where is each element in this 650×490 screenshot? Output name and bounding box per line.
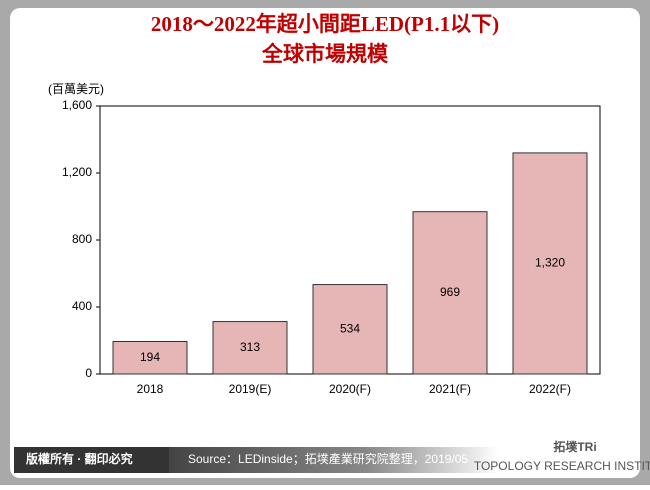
logo-subtitle: TOPOLOGY RESEARCH INSTITUTE [474,459,650,473]
y-tick-label: 800 [72,232,92,246]
x-tick-label: 2018 [137,382,164,396]
bar [312,284,388,375]
value-label: 194 [140,350,160,364]
value-label: 1,320 [535,256,565,270]
source-bar [169,447,499,473]
y-axis-label: (百萬美元) [48,82,104,96]
value-label: 313 [240,340,260,354]
y-tick-label: 400 [72,299,92,313]
bar [112,341,188,375]
bar [512,152,588,375]
bar [412,211,488,375]
y-tick-label: 0 [85,366,92,380]
x-tick-label: 2019(E) [229,382,272,396]
bar [212,321,288,375]
x-tick-label: 2020(F) [329,382,371,396]
x-tick-label: 2021(F) [429,382,471,396]
logo: 拓墣TRi [553,439,596,454]
y-tick-label: 1,200 [62,165,92,179]
chart-title: 2018～2022年超小間距LED(P1.1以下) [151,12,499,36]
copyright-box [14,447,169,473]
value-label: 969 [440,285,460,299]
value-label: 534 [340,321,360,335]
x-tick-label: 2022(F) [529,382,571,396]
source: Source：LEDinside；拓墣產業研究院整理，2019/05 [188,451,468,466]
copyright: 版權所有 · 翻印必究 [26,451,133,466]
y-tick-label: 1,600 [62,98,92,112]
chart-subtitle: 全球市場規模 [261,42,389,66]
